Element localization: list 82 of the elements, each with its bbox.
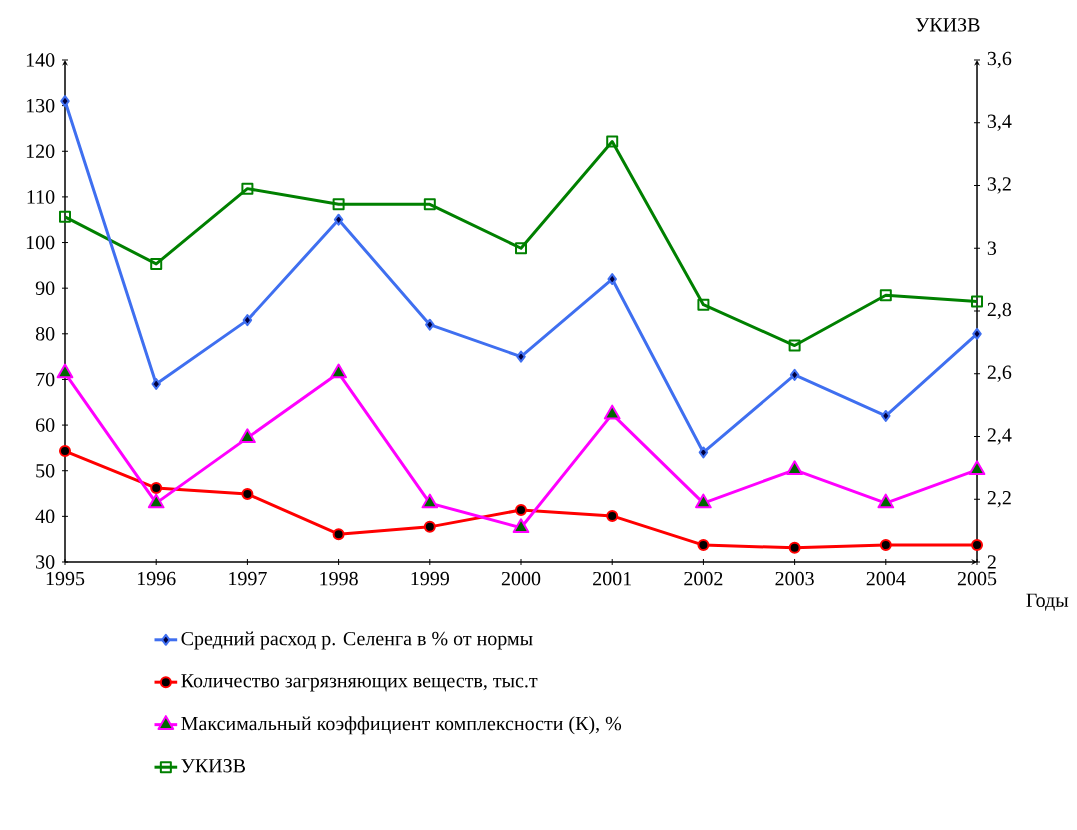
x-tick-label: 2004 bbox=[866, 571, 906, 586]
point bbox=[877, 493, 895, 509]
point bbox=[59, 445, 71, 458]
point bbox=[423, 520, 436, 533]
point bbox=[59, 210, 71, 223]
point bbox=[332, 198, 345, 211]
x-tick-label: 1998 bbox=[320, 571, 358, 586]
x-axis-title: Годы bbox=[1026, 593, 1069, 611]
point bbox=[879, 289, 892, 302]
point bbox=[421, 493, 439, 509]
point bbox=[425, 318, 435, 331]
y-tick-label: 60 bbox=[36, 418, 55, 432]
x-tick-label: 2002 bbox=[684, 571, 723, 586]
point bbox=[971, 539, 984, 552]
point bbox=[512, 518, 530, 534]
point bbox=[972, 327, 982, 340]
point bbox=[241, 488, 254, 500]
point bbox=[606, 135, 619, 148]
x-tick-label: 1997 bbox=[229, 571, 267, 586]
y-tick-label: 80 bbox=[35, 327, 55, 341]
point bbox=[697, 298, 710, 311]
y2-axis-title: УКИЗВ bbox=[915, 18, 980, 32]
x-tick-label: 1996 bbox=[137, 571, 176, 586]
legend-label: Количество загрязняющих веществ, тыс.т bbox=[181, 674, 538, 692]
x-tick-label: 1995 bbox=[46, 571, 85, 586]
point bbox=[241, 182, 254, 195]
point bbox=[603, 404, 621, 420]
point bbox=[151, 378, 161, 391]
y-tick-label: 110 bbox=[27, 190, 55, 204]
y2-tick-label: 2,8 bbox=[987, 302, 1012, 320]
point bbox=[881, 409, 891, 422]
y-tick-label: 130 bbox=[26, 98, 55, 113]
point bbox=[788, 541, 801, 554]
point bbox=[786, 460, 803, 476]
point bbox=[971, 295, 984, 308]
point bbox=[788, 339, 801, 352]
point bbox=[606, 509, 619, 522]
legend-label: Максимальный коэффициент комплексности (К), % bbox=[181, 716, 622, 735]
point bbox=[150, 257, 163, 270]
x-tick-label: 2000 bbox=[501, 571, 541, 586]
x-tick-label: 2003 bbox=[775, 571, 814, 586]
point bbox=[698, 446, 709, 459]
x-tick-label: 2001 bbox=[593, 571, 631, 586]
point bbox=[423, 198, 436, 211]
point bbox=[239, 428, 256, 444]
point bbox=[332, 528, 345, 541]
point bbox=[789, 368, 800, 381]
y2-tick-label: 3 bbox=[987, 241, 997, 255]
y-tick-label: 70 bbox=[36, 372, 55, 387]
point bbox=[330, 363, 347, 379]
y-tick-label: 30 bbox=[36, 555, 55, 569]
point bbox=[60, 95, 70, 108]
point bbox=[607, 273, 617, 286]
point bbox=[56, 363, 74, 379]
y-tick-label: 50 bbox=[36, 463, 55, 478]
y-tick-label: 120 bbox=[26, 144, 55, 159]
point bbox=[150, 482, 163, 495]
y-tick-label: 40 bbox=[35, 509, 55, 524]
y2-tick-label: 2 bbox=[987, 555, 996, 569]
point bbox=[515, 242, 528, 255]
y2-tick-label: 3,4 bbox=[987, 114, 1012, 131]
y2-tick-label: 2,2 bbox=[987, 491, 1011, 508]
point bbox=[968, 460, 986, 476]
legend-label: Средний расход р. Селенга в % от нормы bbox=[181, 631, 533, 650]
y-tick-label: 140 bbox=[26, 53, 55, 67]
legend-label: УКИЗВ bbox=[181, 759, 245, 773]
point bbox=[697, 539, 710, 552]
y2-tick-label: 2,6 bbox=[987, 365, 1012, 382]
point bbox=[242, 314, 253, 327]
point bbox=[695, 493, 712, 509]
y-tick-label: 100 bbox=[26, 235, 55, 250]
point bbox=[333, 213, 344, 226]
y2-tick-label: 3,2 bbox=[987, 177, 1011, 194]
y-tick-label: 90 bbox=[35, 281, 55, 295]
y2-tick-label: 2,4 bbox=[987, 428, 1012, 445]
point bbox=[516, 350, 526, 363]
y2-tick-label: 3,6 bbox=[987, 51, 1012, 69]
point bbox=[879, 539, 892, 552]
x-tick-label: 1999 bbox=[411, 571, 449, 586]
point bbox=[515, 503, 528, 516]
x-tick-label: 2005 bbox=[957, 571, 997, 586]
point bbox=[147, 493, 165, 509]
